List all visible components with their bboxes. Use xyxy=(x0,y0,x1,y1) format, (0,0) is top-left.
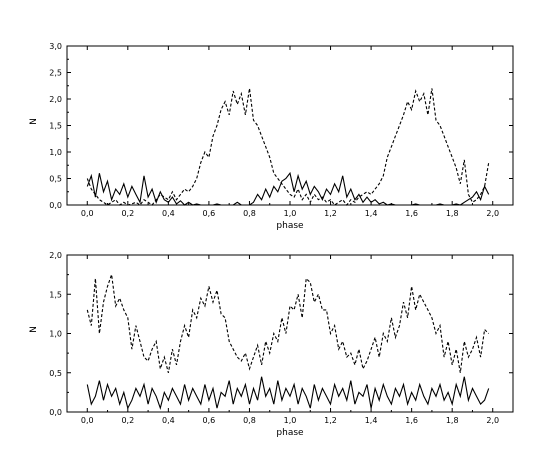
y-tick-label: 3,0 xyxy=(49,42,62,51)
x-tick-label: 1,8 xyxy=(446,416,459,425)
x-tick-label: 0,2 xyxy=(121,209,134,218)
bottom-panel: 0,0 0,2 0,4 0,6 0,8 1,0 1,2 1,4 1,6 1,8 2,0 0,0 0,5 1… xyxy=(29,251,514,438)
x-tick-label: 0,0 xyxy=(81,416,94,425)
plot-frame xyxy=(66,254,514,413)
x-tick-label: 0,6 xyxy=(203,416,216,425)
y-tick-label: 1,0 xyxy=(49,148,62,157)
y-tick-label: 0,0 xyxy=(49,408,62,417)
y-tick-label: 2,0 xyxy=(49,251,62,260)
y-tick-label: 1,0 xyxy=(49,330,62,339)
x-tick-label: 1,0 xyxy=(284,416,297,425)
x-tick-label: 0,6 xyxy=(203,209,216,218)
solid-series-line xyxy=(86,376,490,411)
y-axis-label: N xyxy=(29,326,39,333)
x-tick-label: 0,2 xyxy=(121,416,134,425)
y-tick-label: 2,5 xyxy=(49,69,62,78)
x-tick-label: 0,8 xyxy=(243,209,256,218)
y-tick-label: 0,5 xyxy=(49,369,62,378)
y-tick-label: 2,0 xyxy=(49,95,62,104)
x-tick-label: 2,0 xyxy=(486,209,499,218)
solid-series-line xyxy=(86,171,490,206)
x-tick-label: 2,0 xyxy=(486,416,499,425)
x-tick-label: 1,8 xyxy=(446,209,459,218)
x-tick-label: 1,6 xyxy=(405,416,418,425)
y-tick-label: 0,5 xyxy=(49,175,62,184)
y-tick-label: 0,0 xyxy=(49,201,62,210)
dashed-series-line xyxy=(86,274,490,373)
x-tick-label: 1,2 xyxy=(324,209,337,218)
top-panel: 0,0 0,2 0,4 0,6 0,8 1,0 1,2 1,4 1,6 1,8 2,0 0,0 0,5 1… xyxy=(29,42,514,231)
y-axis-label: N xyxy=(29,118,39,125)
x-tick-label: 0,8 xyxy=(243,416,256,425)
dashed-series-line xyxy=(86,88,490,206)
x-tick-label: 0,4 xyxy=(162,209,175,218)
y-tick-label: 1,5 xyxy=(49,122,62,131)
plot-frame xyxy=(66,45,514,206)
x-axis-label: phase xyxy=(276,428,304,438)
x-axis-label: phase xyxy=(276,221,304,231)
x-tick-label: 1,4 xyxy=(365,209,378,218)
x-tick-label: 0,4 xyxy=(162,416,175,425)
y-tick-label: 1,5 xyxy=(49,290,62,299)
x-tick-label: 1,6 xyxy=(405,209,418,218)
x-tick-label: 1,0 xyxy=(284,209,297,218)
x-tick-label: 1,4 xyxy=(365,416,378,425)
x-tick-label: 0,0 xyxy=(81,209,94,218)
x-tick-label: 1,2 xyxy=(324,416,337,425)
